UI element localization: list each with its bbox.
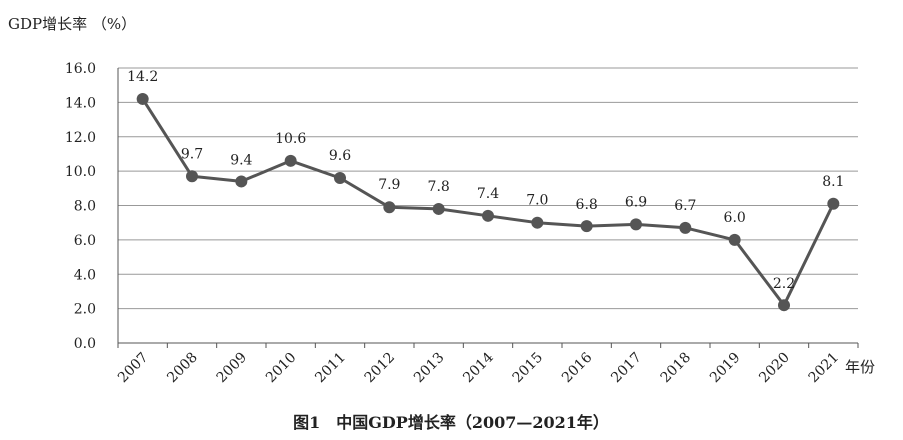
x-tick-label: 2016	[559, 349, 596, 386]
y-tick-label: 4.0	[74, 267, 96, 283]
data-point	[235, 175, 248, 188]
x-tick-label: 2021	[806, 350, 843, 387]
y-tick-label: 8.0	[74, 199, 96, 215]
data-point	[482, 209, 494, 222]
data-label: 14.2	[127, 69, 158, 85]
x-tick-label: 2011	[312, 350, 349, 387]
x-tick-label: 2018	[658, 350, 695, 387]
x-tick-label: 2010	[263, 350, 300, 387]
x-tick-label: 2012	[362, 350, 399, 387]
y-tick-label: 0.0	[74, 336, 96, 352]
y-axis-title: GDP增长率 （%）	[8, 15, 136, 33]
data-point	[778, 299, 790, 312]
x-tick-label: 2009	[214, 350, 251, 387]
y-tick-label: 14.0	[65, 95, 96, 111]
data-label: 2.2	[773, 276, 795, 292]
y-tick-label: 6.0	[74, 233, 96, 249]
data-point	[432, 202, 445, 215]
data-point	[827, 197, 840, 210]
y-tick-label: 16.0	[65, 61, 96, 77]
data-label: 9.7	[181, 146, 203, 162]
data-label: 6.8	[576, 197, 598, 213]
data-label: 6.7	[674, 198, 696, 214]
y-tick-label: 2.0	[74, 302, 96, 318]
x-tick-label: 2020	[756, 350, 793, 387]
series-layer	[136, 92, 840, 312]
x-tick-label: 2017	[608, 350, 645, 387]
x-axis-title: 年份	[845, 358, 875, 376]
data-label: 7.9	[378, 177, 400, 193]
x-tick-label: 2013	[411, 350, 448, 387]
y-tick-label: 12.0	[65, 130, 96, 146]
label-layer: 14.2 9.7 9.4 10.6 9.6 7.9 7.8 7.4 7.0 6.8 6.9 6.7 6.…	[127, 69, 844, 292]
data-label: 9.4	[230, 152, 252, 168]
data-label: 10.6	[275, 131, 306, 147]
data-point	[284, 154, 297, 167]
data-label: 6.9	[625, 194, 647, 210]
data-label: 9.6	[329, 148, 351, 164]
data-point	[383, 201, 396, 214]
chart-caption: 图1 中国GDP增长率（2007—2021年）	[293, 413, 609, 432]
data-point	[531, 216, 544, 229]
data-point	[136, 92, 149, 105]
data-point	[728, 233, 741, 246]
data-label: 7.8	[428, 179, 450, 195]
x-tick-label: 2015	[510, 350, 547, 387]
data-label: 8.1	[822, 174, 844, 190]
x-tick-label: 2014	[460, 349, 497, 386]
data-point	[630, 218, 642, 231]
x-tick-label: 2007	[115, 350, 152, 387]
data-point	[334, 172, 346, 184]
x-tick-label: 2019	[707, 350, 744, 387]
data-point	[580, 220, 593, 233]
x-tick-label: 2008	[164, 350, 201, 387]
y-tick-label: 10.0	[65, 164, 96, 180]
grid-layer	[118, 67, 858, 310]
data-point	[679, 221, 692, 234]
data-label: 7.4	[477, 186, 499, 202]
data-label: 6.0	[724, 210, 746, 226]
data-label: 7.0	[526, 193, 548, 209]
data-point	[186, 170, 198, 183]
